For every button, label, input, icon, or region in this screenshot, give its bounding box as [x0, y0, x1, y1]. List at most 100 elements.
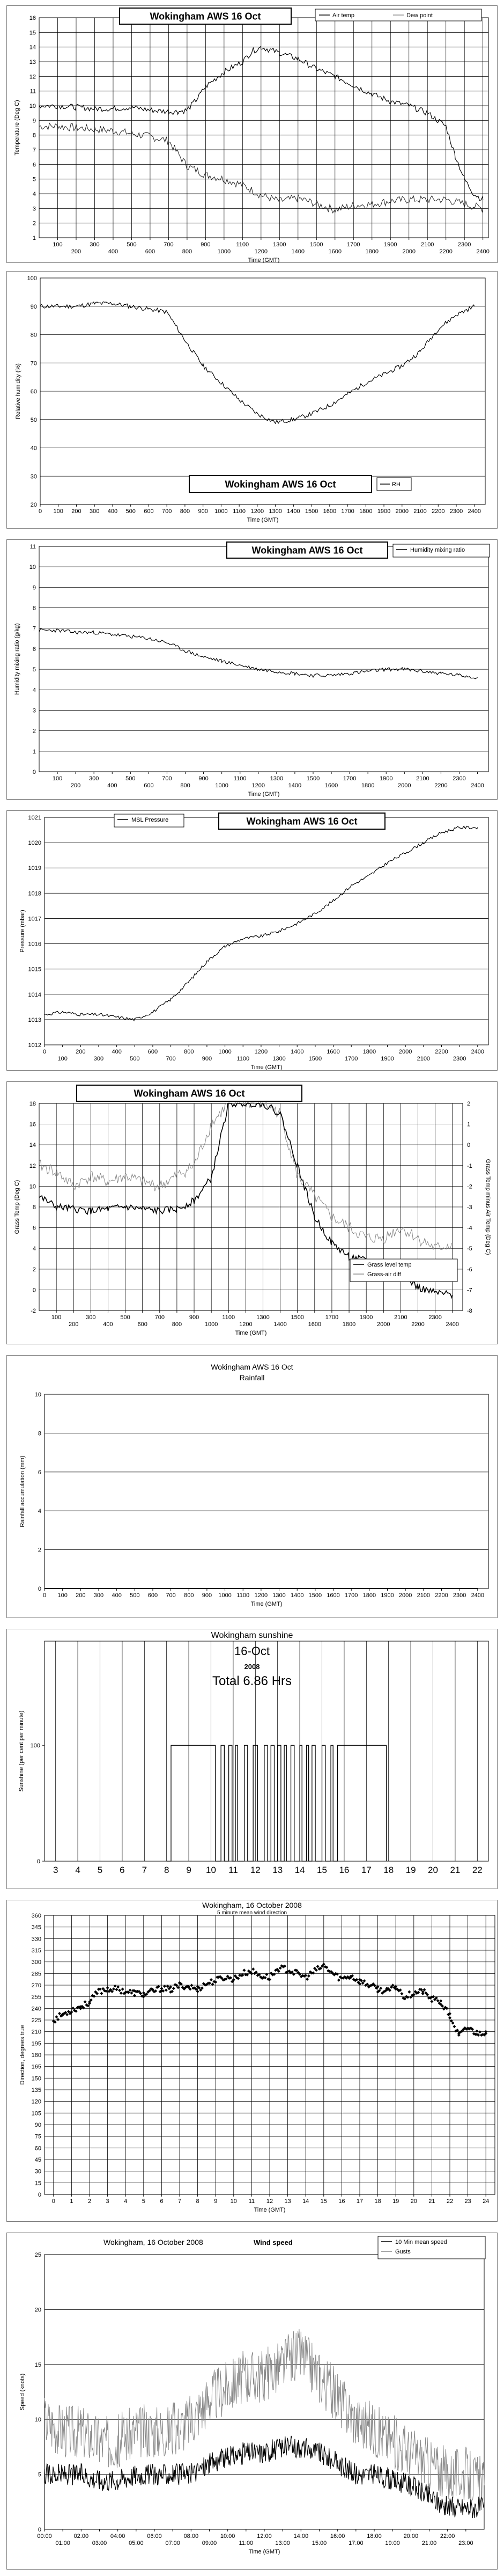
x-tick-label: 1100: [234, 775, 247, 782]
x-tick-label: 1400: [292, 248, 305, 255]
y2-tick-label: -1: [467, 1163, 472, 1169]
direction-point: [212, 1980, 216, 1984]
chart-title-box: [218, 813, 386, 830]
direction-point: [250, 1972, 254, 1975]
x-tick-label: 1700: [347, 241, 360, 248]
y-tick-label: 75: [35, 2134, 41, 2140]
x-tick-label: 1000: [214, 508, 227, 515]
x-tick-label: 2300: [450, 508, 463, 515]
x-tick-label: 1100: [236, 241, 249, 248]
temperature-chart: 1234567891011121314151610020030040050060…: [14, 8, 490, 262]
x-tick-label: 1700: [345, 1056, 358, 1062]
x-tick-label: 11:00: [239, 2540, 253, 2546]
direction-point: [191, 1986, 195, 1990]
x-tick-label: 600: [148, 1592, 158, 1599]
chart-title: Wokingham AWS 16 Oct: [246, 816, 357, 826]
x-tick-label: 16: [338, 2198, 345, 2205]
x-tick-label: 1600: [329, 248, 342, 255]
plot-area: [44, 817, 489, 1045]
x-tick-label: 6: [120, 1865, 124, 1875]
direction-point: [152, 1990, 156, 1994]
x-tick-label: 1700: [341, 508, 354, 515]
direction-point: [415, 1992, 419, 1995]
direction-point: [367, 1985, 370, 1989]
y-tick-label: 1014: [28, 992, 41, 998]
direction-point: [412, 1993, 416, 1996]
x-tick-label: 600: [148, 1049, 158, 1055]
direction-point: [418, 1987, 421, 1991]
direction-point: [127, 1990, 130, 1994]
x-tick-label: 1200: [251, 508, 264, 515]
y-tick-label: 4: [33, 687, 36, 693]
wind-direction-chart: 0153045607590105120135150165180195210225…: [19, 1901, 495, 2213]
x-tick-label: 1700: [325, 1314, 338, 1321]
x-tick-label: 2200: [411, 1321, 424, 1328]
direction-point: [154, 1989, 158, 1993]
direction-point: [85, 2003, 88, 2007]
direction-point: [98, 1987, 102, 1991]
direction-point: [205, 1982, 209, 1986]
x-tick-label: 300: [90, 508, 99, 515]
x-tick-label: 800: [180, 508, 190, 515]
direction-point: [226, 1974, 229, 1978]
direction-point: [423, 1988, 426, 1992]
direction-point: [376, 1985, 380, 1989]
direction-point: [283, 1964, 286, 1968]
x-tick-label: 1900: [377, 508, 390, 515]
direction-point: [112, 1987, 115, 1991]
direction-point: [59, 2014, 63, 2018]
x-tick-label: 2000: [377, 1321, 390, 1328]
x-tick-label: 1000: [218, 248, 231, 255]
direction-point: [407, 1990, 411, 1994]
y-tick-label: 300: [32, 1959, 41, 1966]
direction-point: [161, 1989, 165, 1993]
x-tick-label: 1600: [308, 1321, 321, 1328]
direction-point: [208, 1981, 211, 1985]
x-tick-label: 400: [107, 782, 117, 789]
direction-point: [430, 2000, 434, 2003]
x-tick-label: 400: [112, 1049, 121, 1055]
direction-point: [74, 2009, 78, 2013]
x-tick-label: 17: [357, 2198, 363, 2205]
direction-point: [336, 1972, 339, 1976]
direction-point: [104, 1989, 108, 1993]
direction-point: [441, 2004, 444, 2008]
direction-point: [131, 1989, 135, 1993]
direction-point: [70, 2010, 73, 2014]
y-axis-label: Rainfall accumulation (mm): [19, 1455, 26, 1527]
direction-point: [246, 1973, 249, 1977]
x-tick-label: 1100: [233, 508, 246, 515]
x-tick-label: 02:00: [74, 2533, 89, 2540]
direction-point: [163, 1985, 166, 1988]
direction-point: [475, 2029, 479, 2033]
sunshine-chart: 0 100 3 4 5 6 7 8 9 10 11 12 13 14 15 16 17 18 19 20 21 22 Sun…: [18, 1631, 489, 1875]
plot-area: [39, 17, 489, 238]
x-tick-label: 1300: [272, 1056, 285, 1062]
y-tick-label: 345: [32, 1924, 41, 1931]
direction-point: [187, 1985, 190, 1989]
x-tick-label: 11: [249, 2198, 255, 2205]
direction-point: [227, 1976, 231, 1980]
y-tick-label: 240: [32, 2006, 41, 2012]
direction-point: [242, 1968, 246, 1972]
direction-point: [358, 1982, 361, 1986]
direction-point: [133, 1994, 136, 1997]
x-tick-label: 2200: [435, 1049, 448, 1055]
direction-point: [361, 1981, 365, 1985]
x-tick-label: 16:00: [330, 2533, 345, 2540]
y-tick-label: 9: [33, 584, 36, 591]
x-axis-label: Time (GMT): [248, 257, 280, 262]
x-tick-label: 2400: [471, 1592, 484, 1599]
y-tick-label: 6: [38, 1469, 41, 1476]
direction-point: [417, 1990, 420, 1994]
direction-point: [298, 1972, 301, 1976]
x-tick-label: 12:00: [257, 2533, 272, 2540]
x-tick-label: 300: [94, 1592, 103, 1599]
x-tick-label: 600: [144, 782, 153, 789]
x-tick-label: 500: [127, 241, 136, 248]
direction-point: [272, 1972, 276, 1976]
legend-label: RH: [392, 481, 401, 488]
x-tick-label: 00:00: [37, 2533, 52, 2540]
x-tick-label: 800: [180, 782, 190, 789]
x-tick-label: 400: [108, 508, 117, 515]
